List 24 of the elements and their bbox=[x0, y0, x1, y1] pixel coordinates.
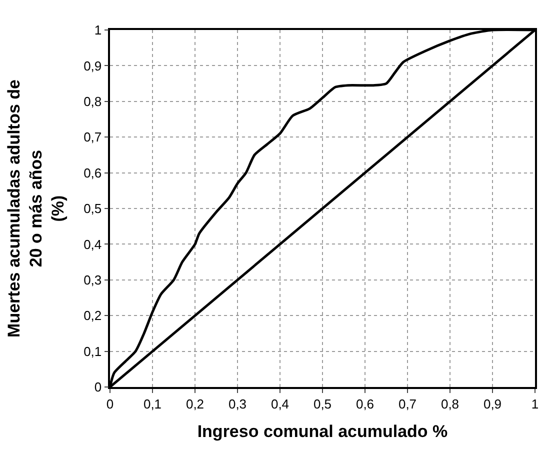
x-tick-label: 0,5 bbox=[313, 396, 332, 412]
y-tick-label: 0,1 bbox=[84, 344, 102, 359]
y-tick-label: 0,2 bbox=[84, 308, 102, 324]
y-tick-label: 0,5 bbox=[84, 201, 102, 216]
y-tick-label: 0 bbox=[94, 380, 102, 395]
y-tick-label: 0,7 bbox=[84, 130, 102, 145]
x-tick-label: 1 bbox=[531, 396, 539, 412]
y-tick-label: 0,8 bbox=[84, 94, 102, 109]
x-tick-label: 0,7 bbox=[398, 396, 417, 412]
x-tick-label: 0,8 bbox=[440, 396, 460, 412]
x-axis-title: Ingreso comunal acumulado % bbox=[197, 422, 448, 442]
y-tick-label: 1 bbox=[94, 22, 102, 38]
y-tick-label: 0,9 bbox=[84, 58, 102, 74]
x-tick-label: 0,3 bbox=[228, 396, 247, 412]
x-tick-label: 0,6 bbox=[356, 396, 374, 412]
y-axis-title: Muertes acumuladas adultos de 20 o más años (%) bbox=[4, 80, 68, 338]
x-tick-label: 0,9 bbox=[483, 396, 502, 412]
y-tick-label: 0,6 bbox=[84, 165, 102, 180]
x-tick-label: 0,1 bbox=[143, 396, 162, 412]
y-tick-label: 0,4 bbox=[84, 236, 102, 252]
x-tick-label: 0 bbox=[106, 396, 114, 412]
y-tick-label: 0,3 bbox=[84, 272, 102, 288]
x-tick-label: 0,2 bbox=[186, 396, 204, 412]
x-tick-label: 0,4 bbox=[270, 396, 290, 412]
